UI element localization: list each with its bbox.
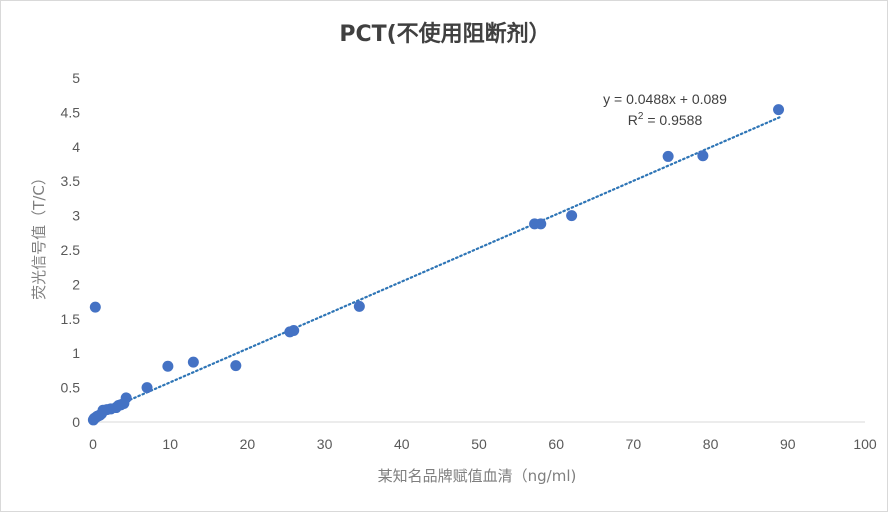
data-point xyxy=(162,360,174,372)
data-point xyxy=(187,356,199,368)
y-tick-label: 2 xyxy=(72,276,80,292)
data-point xyxy=(141,382,153,394)
x-tick-label: 80 xyxy=(703,436,719,452)
y-axis-title: 荧光信号值（T/C） xyxy=(30,170,48,300)
x-tick-label: 100 xyxy=(853,436,877,452)
data-point xyxy=(535,218,547,230)
data-point xyxy=(773,104,785,116)
x-tick-label: 30 xyxy=(317,436,333,452)
r-squared-label: R2 = 0.9588 xyxy=(628,111,703,128)
data-point xyxy=(288,324,300,336)
x-tick-label: 10 xyxy=(162,436,178,452)
x-tick-label: 50 xyxy=(471,436,487,452)
data-point xyxy=(566,210,578,222)
x-axis-ticks: 0 10 20 30 40 50 60 70 80 90 100 xyxy=(89,436,877,452)
x-tick-label: 60 xyxy=(548,436,564,452)
x-tick-label: 70 xyxy=(626,436,642,452)
y-tick-label: 3.5 xyxy=(61,173,81,189)
trendline xyxy=(91,115,782,417)
r-squared-prefix: R xyxy=(628,112,638,128)
y-tick-label: 4 xyxy=(72,139,80,155)
data-point xyxy=(662,150,674,162)
y-axis-ticks: 0 0.5 1 1.5 2 2.5 3 3.5 4 4.5 5 xyxy=(61,70,81,430)
chart-title: PCT(不使用阻断剂） xyxy=(339,21,550,47)
y-tick-label: 0.5 xyxy=(61,380,81,396)
data-point xyxy=(353,300,365,312)
data-points xyxy=(87,104,785,426)
x-tick-label: 90 xyxy=(780,436,796,452)
x-tick-label: 0 xyxy=(89,436,97,452)
r-squared-value: = 0.9588 xyxy=(643,112,702,128)
data-point xyxy=(89,301,101,313)
y-tick-label: 4.5 xyxy=(61,104,81,120)
trendline-equation: y = 0.0488x + 0.089 xyxy=(603,91,727,107)
data-point xyxy=(120,392,132,404)
y-tick-label: 1 xyxy=(72,345,80,361)
y-tick-label: 0 xyxy=(72,414,80,430)
y-tick-label: 2.5 xyxy=(61,242,81,258)
x-tick-label: 40 xyxy=(394,436,410,452)
y-tick-label: 1.5 xyxy=(61,311,81,327)
data-point xyxy=(697,150,709,162)
y-tick-label: 3 xyxy=(72,208,80,224)
x-tick-label: 20 xyxy=(240,436,256,452)
x-axis-title: 某知名品牌赋值血清（ng/ml) xyxy=(378,467,577,485)
data-point xyxy=(230,360,242,372)
r-squared-superscript: 2 xyxy=(638,111,644,122)
y-tick-label: 5 xyxy=(72,70,80,86)
